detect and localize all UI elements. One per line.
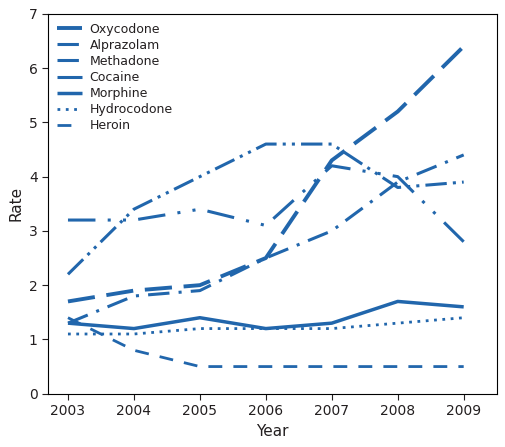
Legend: Oxycodone, Alprazolam, Methadone, Cocaine, Morphine, Hydrocodone, Heroin: Oxycodone, Alprazolam, Methadone, Cocain… xyxy=(52,17,178,137)
Y-axis label: Rate: Rate xyxy=(9,186,23,221)
X-axis label: Year: Year xyxy=(256,424,289,439)
